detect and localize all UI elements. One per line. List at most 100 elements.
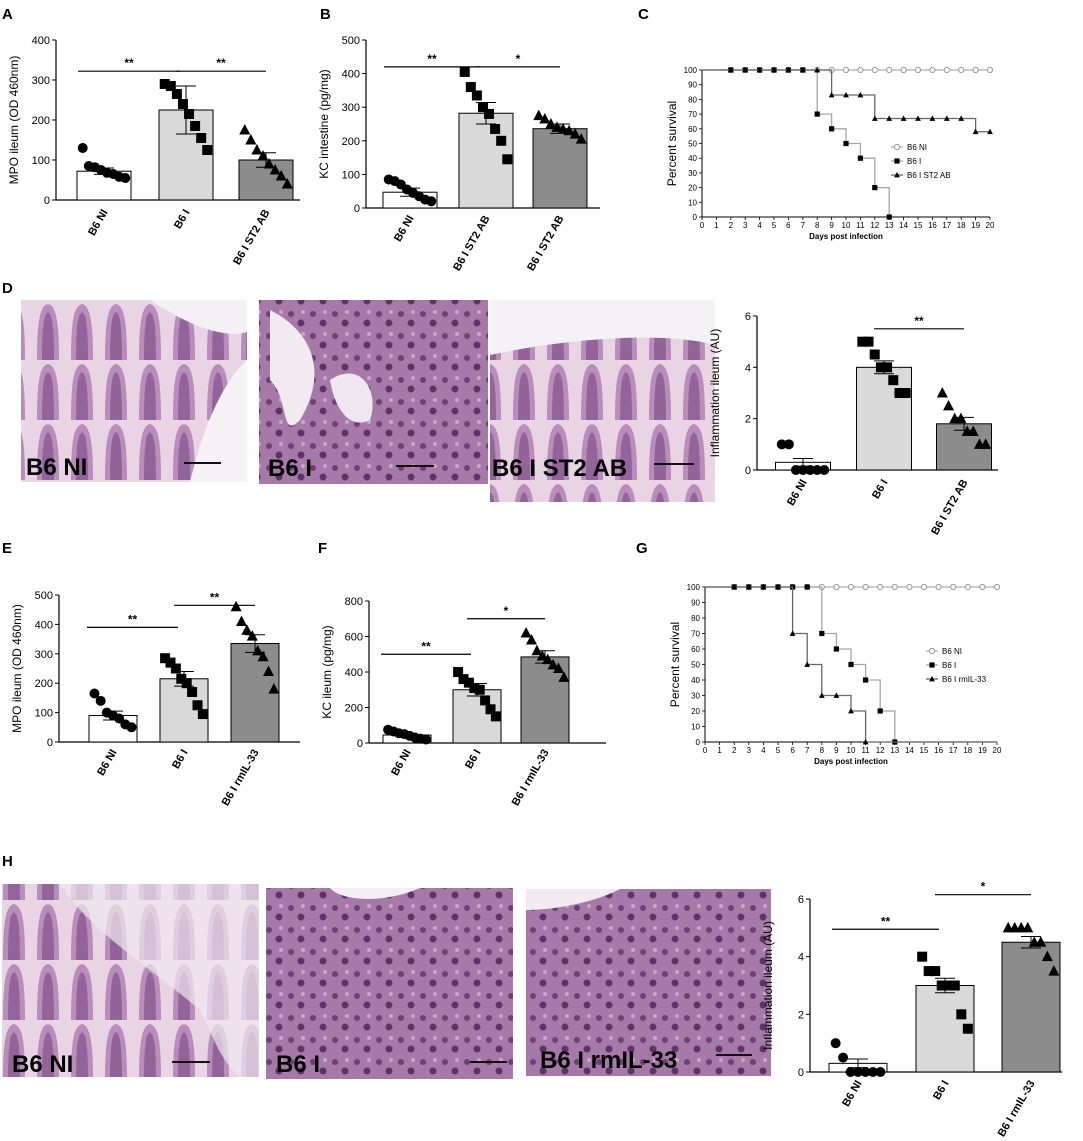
data-point: [860, 1067, 871, 1077]
data-point: [869, 349, 880, 360]
series-marker: [871, 66, 878, 74]
data-point: [477, 102, 488, 113]
legend-label: B6 I: [942, 661, 956, 670]
panel-letter-e: E: [2, 540, 12, 557]
data-point: [120, 173, 131, 183]
y-tick-label: 0: [798, 1067, 804, 1079]
data-point: [943, 980, 954, 991]
y-tick-label: 2: [745, 414, 751, 426]
data-point: [575, 133, 587, 144]
x-axis-label: Days post infection: [814, 757, 888, 766]
data-point: [281, 178, 293, 189]
data-point: [89, 688, 100, 699]
series-marker: [929, 66, 936, 74]
series-marker: [804, 661, 811, 667]
data-point: [949, 980, 960, 991]
data-point: [490, 711, 501, 722]
y-tick-label: 400: [345, 667, 363, 679]
legend-label: B6 I ST2 AB: [907, 171, 951, 180]
panel-letter-g: G: [636, 540, 648, 557]
x-tick-label: 12: [876, 746, 885, 755]
y-tick-label: 0: [44, 195, 50, 207]
data-point: [190, 121, 201, 131]
y-tick-label: 0: [693, 213, 698, 222]
panel-letter-h: H: [2, 853, 13, 870]
x-tick-label: 15: [920, 746, 929, 755]
series-marker: [871, 115, 878, 121]
x-tick-label: 1: [717, 746, 722, 755]
x-tick-label: 2: [732, 746, 737, 755]
data-point: [962, 1023, 973, 1034]
series-line: [702, 69, 990, 133]
panel-letter-b: B: [320, 6, 331, 23]
data-point: [246, 630, 258, 641]
data-point: [458, 674, 469, 685]
histology-lumen: [526, 889, 620, 910]
y-tick-label: 400: [342, 69, 360, 81]
x-tick-label: 14: [905, 746, 914, 755]
series-marker: [814, 66, 821, 73]
y-tick-label: 300: [342, 102, 360, 114]
legend-marker: [893, 143, 901, 151]
series-marker: [943, 66, 950, 74]
data-point: [160, 653, 171, 664]
series-marker: [819, 630, 825, 637]
significance-label: *: [504, 604, 509, 618]
x-tick-label: 4: [761, 746, 766, 755]
x-tick-label: 1: [714, 221, 719, 230]
legend-marker: [894, 158, 900, 164]
data-point: [471, 90, 482, 101]
data-point: [783, 439, 794, 450]
x-tick-label: 5: [776, 746, 781, 755]
series-marker: [979, 583, 986, 591]
x-tick-label: 20: [993, 746, 1002, 755]
data-point: [882, 362, 893, 373]
data-point: [196, 133, 207, 143]
series-marker: [814, 111, 820, 117]
significance-label: **: [427, 52, 437, 66]
series-marker: [929, 115, 936, 121]
x-tick-label: 13: [890, 746, 899, 755]
data-point: [502, 154, 513, 165]
significance-label: *: [516, 52, 521, 66]
series-marker: [886, 66, 893, 74]
data-point: [165, 657, 176, 668]
data-point: [480, 695, 491, 706]
data-point: [542, 653, 554, 665]
series-marker: [804, 584, 810, 590]
x-tick-label: 10: [847, 746, 856, 755]
data-point: [533, 109, 545, 121]
data-point: [936, 387, 948, 398]
data-point: [812, 465, 823, 475]
data-point: [798, 465, 808, 475]
x-tick-label: 15: [914, 221, 923, 230]
data-point: [936, 980, 947, 991]
panel-letter-f: F: [318, 540, 327, 557]
data-point: [553, 662, 564, 673]
series-marker: [857, 155, 863, 161]
significance-label: **: [124, 56, 134, 70]
y-tick-label: 60: [691, 645, 700, 654]
series-marker: [842, 66, 850, 74]
data-point: [900, 388, 911, 398]
legend-label: B6 NI: [942, 647, 962, 656]
legend-label: B6 I: [907, 157, 921, 166]
data-point: [126, 722, 137, 733]
series-marker: [727, 66, 734, 73]
data-point: [165, 81, 176, 91]
data-point: [245, 134, 257, 145]
data-point: [539, 112, 551, 124]
x-tick-label: 9: [829, 221, 834, 230]
x-category-label: B6 I ST2 AB: [929, 477, 970, 537]
histology-lumen: [490, 300, 715, 355]
legend-marker: [928, 647, 936, 655]
y-axis-label: Inflammation ileum (AU): [761, 921, 775, 1050]
x-tick-label: 18: [957, 221, 966, 230]
data-point: [181, 678, 192, 689]
data-point: [95, 695, 106, 706]
y-tick-label: 20: [691, 707, 700, 716]
data-point: [171, 89, 182, 99]
data-point: [845, 1067, 856, 1077]
data-point: [252, 644, 264, 656]
